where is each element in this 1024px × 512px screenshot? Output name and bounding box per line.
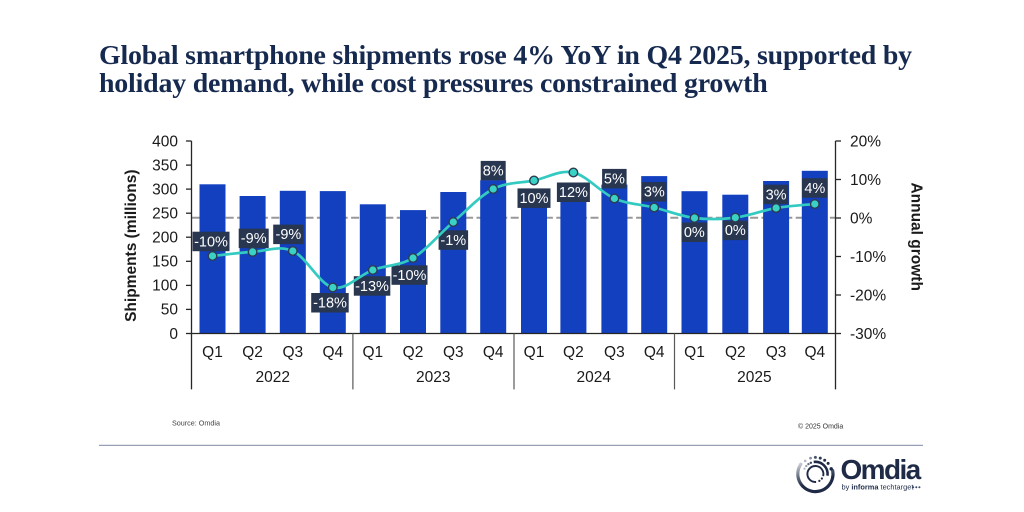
svg-text:2023: 2023 (416, 369, 450, 386)
svg-text:5%: 5% (604, 172, 625, 188)
svg-text:10%: 10% (850, 172, 881, 189)
svg-text:350: 350 (152, 157, 178, 174)
svg-text:150: 150 (152, 254, 178, 271)
svg-text:8%: 8% (483, 164, 504, 180)
svg-text:Q1: Q1 (362, 344, 383, 361)
svg-text:3%: 3% (766, 187, 787, 203)
svg-text:Q3: Q3 (443, 344, 464, 361)
svg-text:Q2: Q2 (563, 344, 584, 361)
svg-text:Source: Omdia: Source: Omdia (172, 418, 220, 427)
svg-text:Q3: Q3 (604, 344, 625, 361)
svg-text:0%: 0% (725, 223, 746, 239)
svg-text:Shipments (millions): Shipments (millions) (123, 169, 140, 321)
svg-text:0: 0 (169, 326, 178, 343)
svg-text:2025: 2025 (737, 369, 771, 386)
svg-text:100: 100 (152, 278, 178, 295)
svg-text:Q4: Q4 (804, 344, 825, 361)
svg-text:Q4: Q4 (644, 344, 665, 361)
svg-text:Q2: Q2 (403, 344, 424, 361)
svg-text:Q4: Q4 (322, 344, 343, 361)
svg-text:Omdia: Omdia (841, 454, 922, 485)
svg-text:-13%: -13% (355, 279, 389, 295)
svg-text:-9%: -9% (241, 231, 267, 247)
svg-text:Q4: Q4 (483, 344, 504, 361)
svg-text:by informa techtarget: by informa techtarget (842, 483, 914, 492)
svg-text:-10%: -10% (194, 234, 228, 250)
svg-text:10%: 10% (519, 191, 548, 207)
svg-text:Q1: Q1 (524, 344, 545, 361)
svg-text:0%: 0% (850, 210, 873, 227)
svg-text:20%: 20% (850, 133, 881, 150)
svg-text:-10%: -10% (850, 249, 886, 266)
svg-text:12%: 12% (559, 185, 588, 201)
svg-text:250: 250 (152, 206, 178, 223)
svg-text:© 2025 Omdia: © 2025 Omdia (798, 422, 843, 430)
svg-text:Q3: Q3 (282, 344, 303, 361)
svg-text:2022: 2022 (255, 369, 289, 386)
svg-text:300: 300 (152, 181, 178, 198)
svg-text:-9%: -9% (276, 227, 302, 243)
svg-text:3%: 3% (644, 185, 665, 201)
svg-text:400: 400 (152, 133, 178, 150)
svg-text:4%: 4% (804, 181, 825, 197)
svg-text:-20%: -20% (850, 287, 886, 304)
svg-text:Q3: Q3 (766, 344, 787, 361)
svg-text:0%: 0% (684, 225, 705, 241)
svg-text:Annual growth: Annual growth (908, 182, 925, 291)
svg-text:-10%: -10% (393, 268, 427, 284)
svg-text:-30%: -30% (850, 326, 886, 343)
svg-text:-18%: -18% (313, 296, 347, 312)
svg-text:200: 200 (152, 230, 178, 247)
svg-text:Q1: Q1 (684, 344, 705, 361)
svg-text:50: 50 (161, 302, 179, 319)
svg-text:Q2: Q2 (242, 344, 263, 361)
svg-text:-1%: -1% (440, 233, 466, 249)
svg-text:Q2: Q2 (725, 344, 746, 361)
svg-text:2024: 2024 (576, 369, 611, 386)
svg-text:Q1: Q1 (202, 344, 223, 361)
